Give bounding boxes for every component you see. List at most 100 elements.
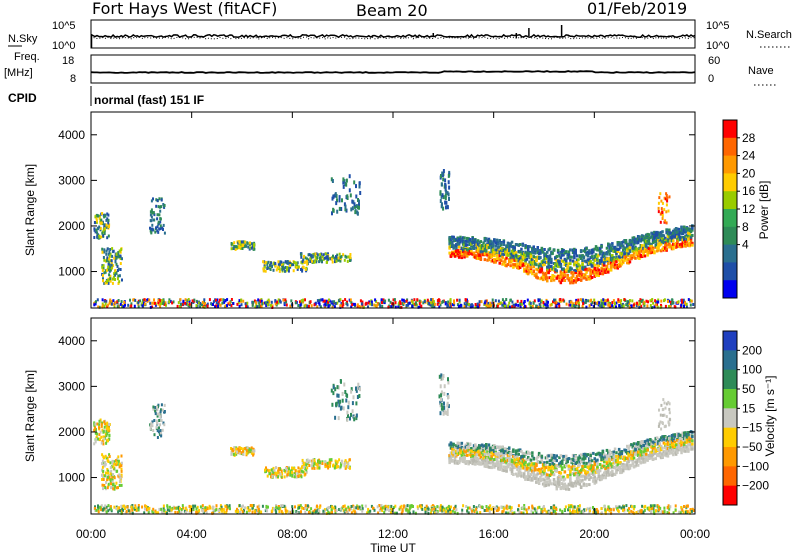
data-cell [632,242,636,246]
data-cell [546,271,549,274]
data-cell [666,196,669,200]
data-cell [636,235,640,238]
data-cell [592,250,595,254]
data-cell [449,236,453,239]
data-cell [569,303,572,307]
data-cell [589,250,592,254]
cpid-text: normal (fast) 151 IF [94,93,204,107]
data-cell [229,507,231,511]
data-cell [659,238,663,242]
data-cell [371,303,374,307]
data-cell [680,232,683,236]
data-cell [215,504,218,508]
data-cell [113,487,116,491]
data-cell [302,298,305,302]
data-cell [520,302,523,306]
data-cell [449,454,453,458]
data-cell [151,424,154,428]
data-cell [335,201,338,206]
data-cell [278,506,281,510]
data-cell [562,298,565,302]
data-cell [608,256,611,260]
data-cell [632,240,636,244]
data-cell [536,268,539,272]
data-cell [444,302,447,306]
data-cell [450,505,453,509]
data-cell [598,261,602,265]
data-cell [342,406,345,411]
data-cell [513,258,516,262]
data-cell [628,299,631,302]
data-cell [96,437,99,441]
data-cell [559,262,563,266]
data-cell [689,235,693,239]
data-cell [655,509,657,513]
data-cell [463,247,466,251]
data-cell [636,256,640,260]
data-cell [600,299,603,303]
data-cell [463,460,466,464]
data-cell [272,268,275,272]
data-cell [639,302,642,306]
data-cell [134,506,137,509]
data-cell [151,228,154,232]
data-cell [567,269,571,273]
data-cell [531,262,534,266]
data-cell [255,303,258,307]
data-cell [118,473,121,477]
data-cell [586,268,590,272]
data-cell [151,301,154,305]
data-cell [116,457,119,461]
data-cell [387,298,390,302]
data-cell [408,511,411,515]
data-cell [119,257,122,260]
data-cell [439,411,442,416]
data-cell [560,299,563,303]
data-cell [555,508,558,511]
data-cell [623,246,626,250]
data-cell [378,302,381,306]
data-cell [336,198,338,203]
data-cell [467,248,470,252]
data-cell [442,169,445,173]
data-cell [279,262,281,266]
data-cell [680,245,683,249]
data-cell [110,263,113,267]
noise-sky-label: N.Sky [8,33,38,45]
data-cell [661,240,664,244]
data-cell [367,510,370,514]
data-cell [667,400,670,404]
data-cell [506,507,509,511]
data-cell [350,305,353,309]
data-cell [597,510,600,514]
data-cell [405,304,408,307]
data-cell [661,214,664,217]
data-cell [280,263,283,267]
data-cell [219,504,222,508]
data-cell [484,299,487,303]
data-cell [512,265,515,269]
data-cell [559,508,562,512]
data-cell [316,299,319,303]
data-cell [628,246,632,250]
data-cell [117,459,120,463]
data-cell [577,301,580,305]
data-cell [206,302,209,306]
data-cell [144,507,146,511]
data-cell [449,508,451,512]
data-cell [460,254,464,258]
data-cell [468,442,472,446]
data-cell [563,270,567,274]
data-cell [498,261,501,265]
data-cell [556,275,560,279]
data-cell [493,260,496,264]
data-cell [261,302,264,306]
data-cell [538,303,541,307]
data-cell [512,251,515,255]
data-cell [148,298,151,302]
data-cell [201,305,204,309]
data-cell [546,267,549,271]
data-cell [230,451,233,455]
data-cell [626,261,629,265]
data-cell [249,508,251,512]
